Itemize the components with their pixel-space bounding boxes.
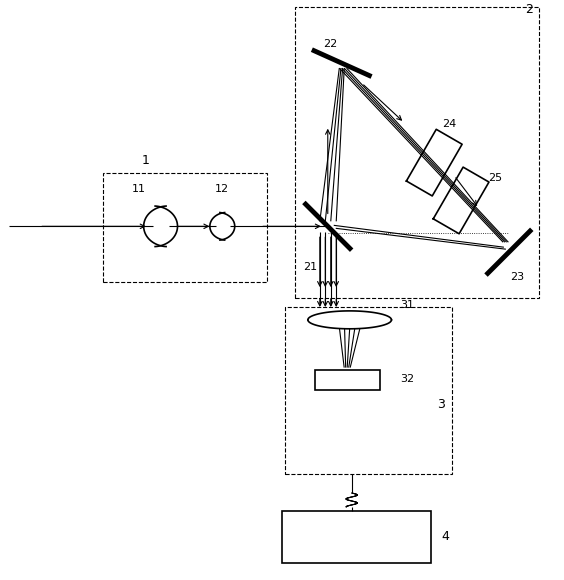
Text: 21: 21 (303, 262, 317, 272)
Text: 1: 1 (142, 154, 149, 166)
Text: 4: 4 (441, 530, 449, 543)
Text: 3: 3 (437, 398, 445, 411)
Text: 31: 31 (400, 300, 415, 310)
Text: 2: 2 (525, 3, 533, 16)
Text: 11: 11 (132, 184, 146, 194)
Text: 22: 22 (323, 39, 337, 49)
Bar (295, 8, 539, 298)
Text: 32: 32 (400, 374, 415, 383)
Bar (285, 307, 452, 474)
Text: 23: 23 (510, 272, 524, 282)
Text: 25: 25 (488, 172, 502, 183)
Text: 24: 24 (442, 119, 456, 129)
Text: 12: 12 (215, 184, 230, 194)
Bar (315, 369, 380, 390)
Bar (103, 173, 267, 282)
Bar (282, 511, 431, 563)
